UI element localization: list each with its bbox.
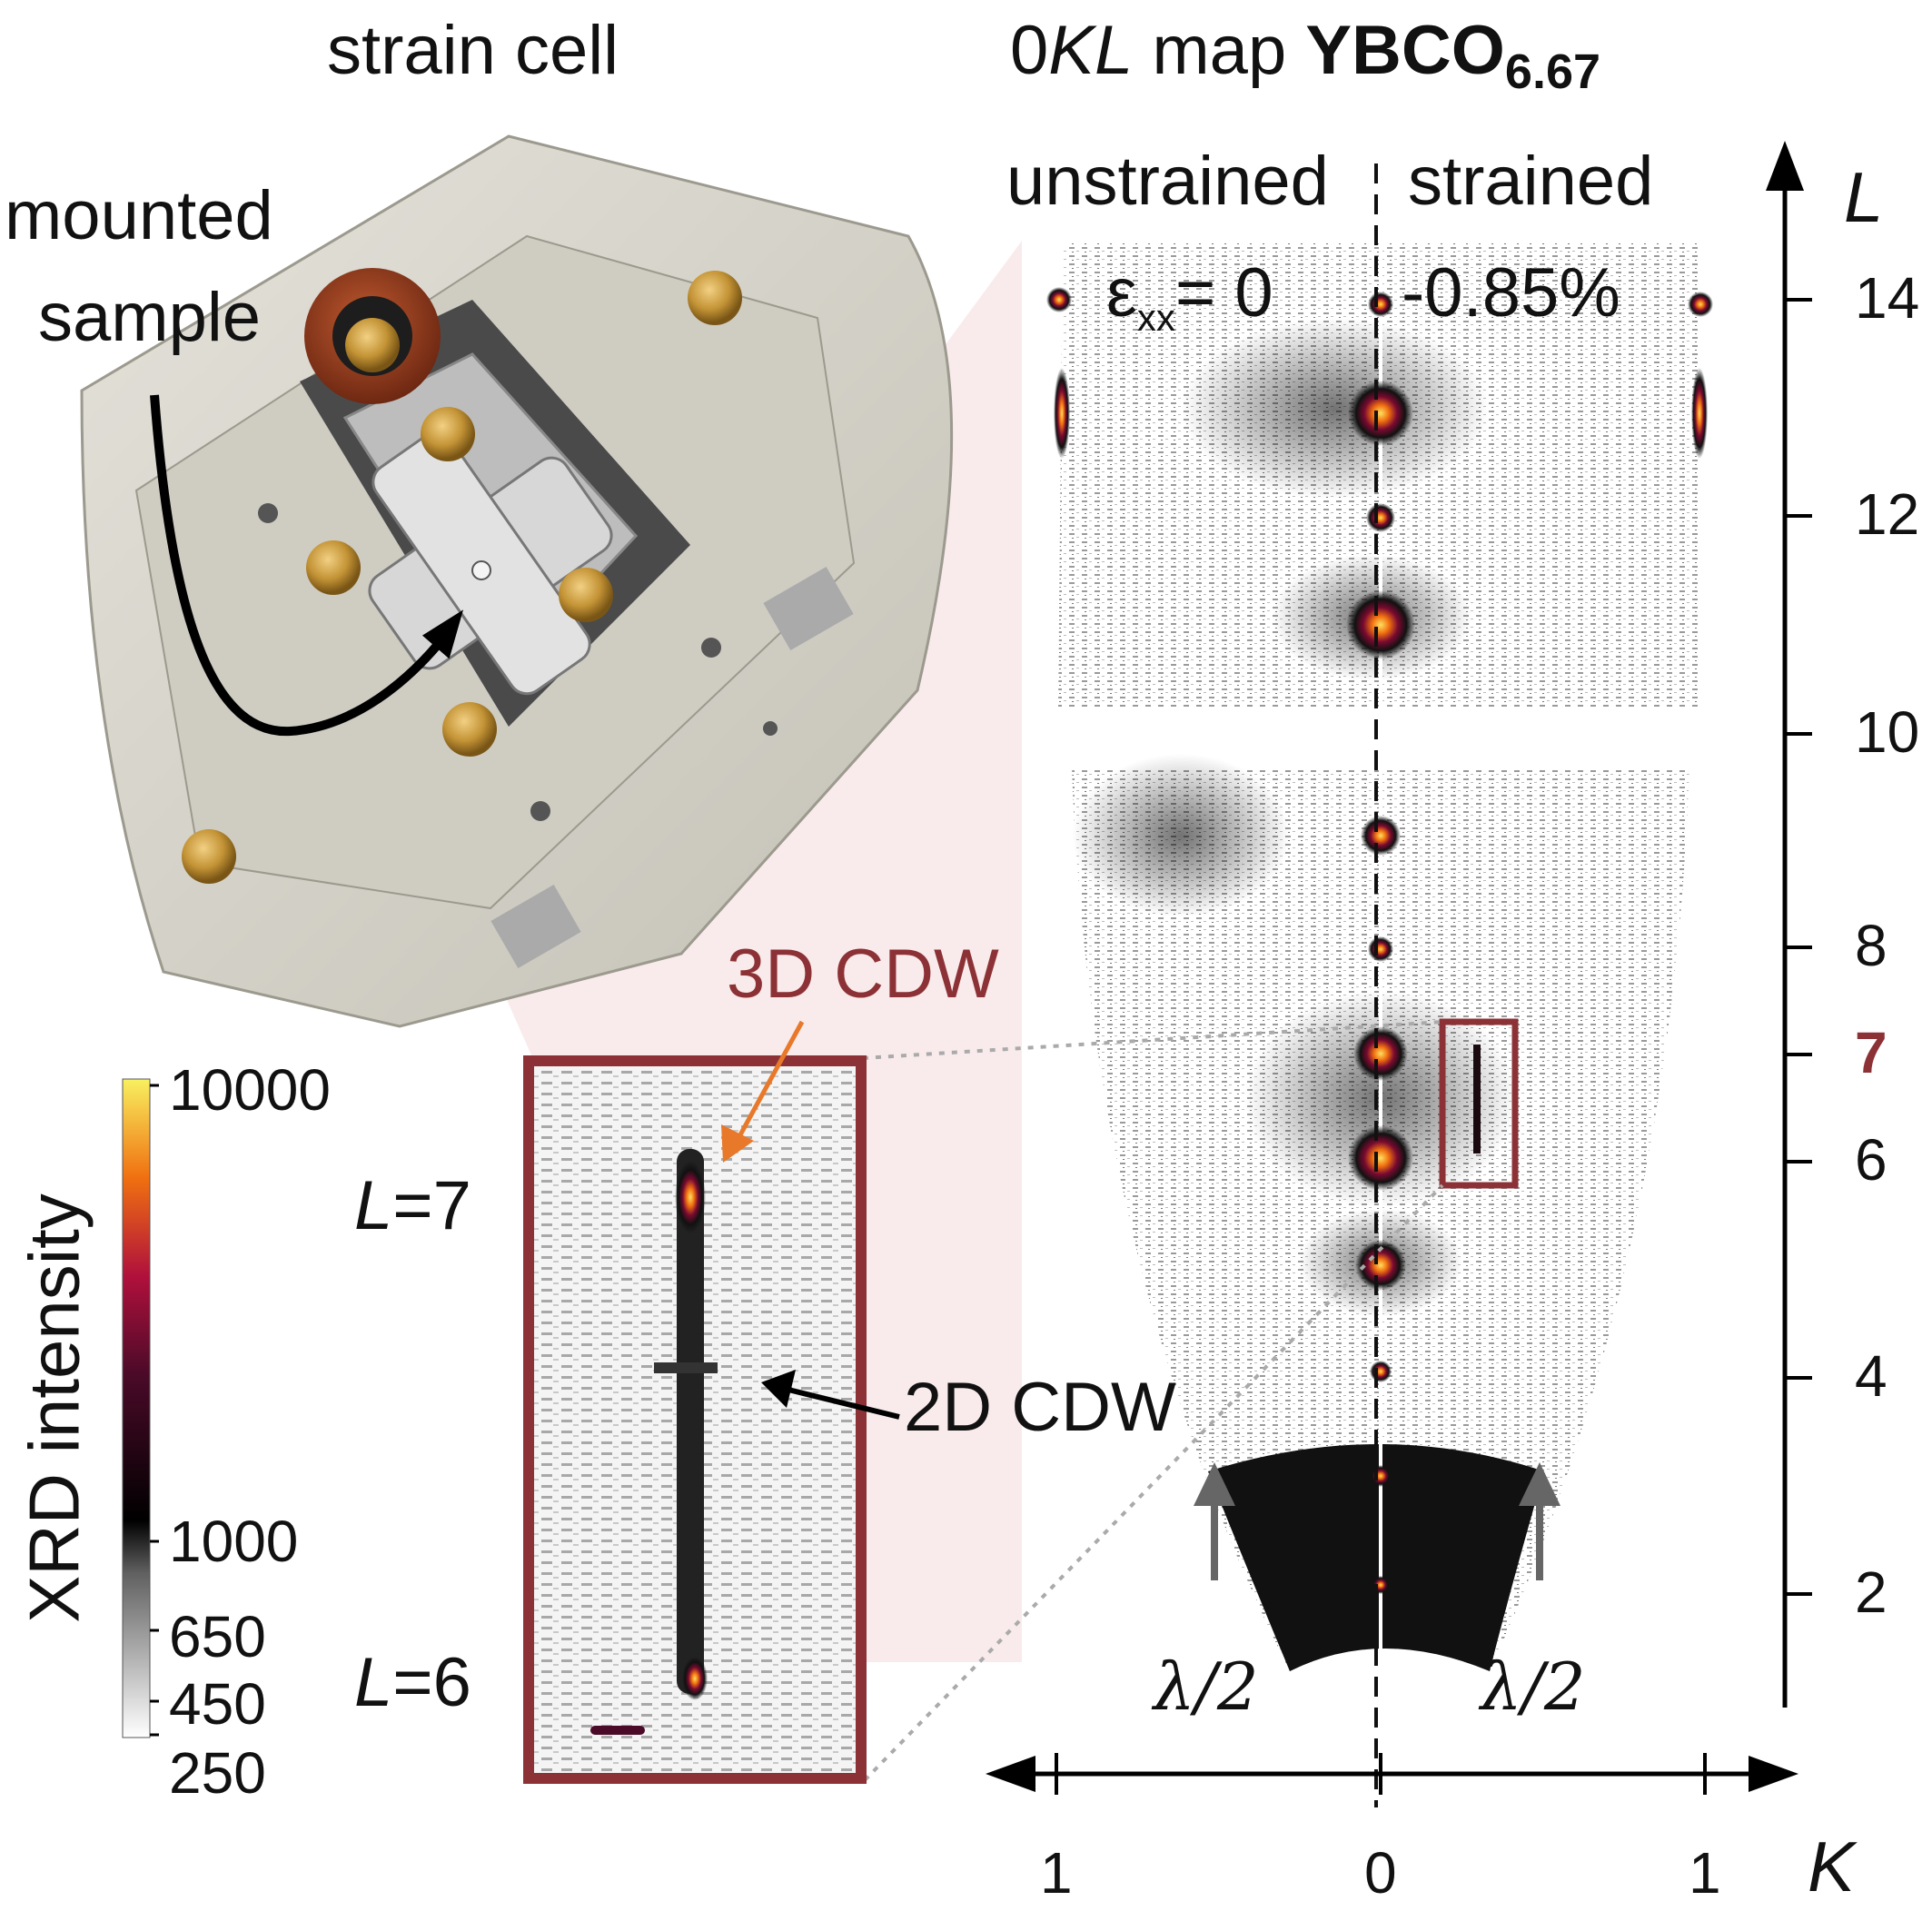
unstrained-label: unstrained xyxy=(1006,143,1329,220)
inset-l7-label: L=7 xyxy=(354,1172,471,1241)
lambda-arrow-right xyxy=(1519,1462,1560,1580)
map-title-map: map xyxy=(1152,12,1287,89)
mounted-label: mounted xyxy=(5,177,273,254)
map-title: 0KL map YBCO6.67 xyxy=(1010,16,1601,100)
cdw2d-label: 2D CDW xyxy=(904,1369,1176,1446)
map-title-kl: KL xyxy=(1048,12,1134,89)
l-axis-label: L xyxy=(1844,157,1884,237)
k-tick-right: 1 xyxy=(1689,1840,1721,1906)
brass-screws xyxy=(182,271,742,884)
colorbar-tick-250: 250 xyxy=(169,1740,266,1806)
strain-epsilon: εxx= 0 xyxy=(1106,259,1273,337)
inset-l7-italic: L xyxy=(354,1167,393,1244)
inset-l6-value: =6 xyxy=(392,1644,471,1721)
colorbar-tick-1000: 1000 xyxy=(169,1509,299,1574)
l-tick-8: 8 xyxy=(1855,913,1887,978)
strain-cell-title: strain cell xyxy=(327,12,619,89)
l-tick-12: 12 xyxy=(1855,481,1920,547)
cdw2d-arrow xyxy=(761,1370,900,1420)
lambda-arrow-left xyxy=(1194,1462,1235,1580)
epsilon-value: = 0 xyxy=(1174,254,1273,332)
k-axis-label: K xyxy=(1808,1827,1856,1906)
l-tick-2: 2 xyxy=(1855,1559,1887,1625)
lambda-right-label: λ/2 xyxy=(1481,1649,1586,1725)
compound-name: YBCO xyxy=(1305,12,1505,89)
epsilon-subscript: xx xyxy=(1136,296,1175,340)
inset-l6-label: L=6 xyxy=(354,1649,471,1718)
sample-label: sample xyxy=(38,279,261,356)
k-tick-zero: 0 xyxy=(1364,1840,1397,1906)
sample-pointer-arrow xyxy=(150,394,449,737)
colorbar-title: XRD intensity xyxy=(14,1193,94,1623)
cdw3d-arrow xyxy=(721,1020,805,1163)
l-tick-6: 6 xyxy=(1855,1127,1887,1193)
strain-cell-render xyxy=(80,134,954,1028)
mounted-sample-spot xyxy=(471,560,491,580)
map-title-prefix: 0 xyxy=(1010,12,1049,89)
colorbar-tick-10000: 10000 xyxy=(169,1057,331,1123)
l-tick-4: 4 xyxy=(1855,1343,1887,1409)
l-tick-14: 14 xyxy=(1855,265,1920,331)
l-tick-10: 10 xyxy=(1855,699,1920,765)
compound-subscript: 6.67 xyxy=(1504,45,1601,100)
inset-l6-italic: L xyxy=(354,1644,393,1721)
strained-label: strained xyxy=(1408,143,1654,220)
map-upper-panel xyxy=(1058,243,1699,708)
lambda-left-label: λ/2 xyxy=(1154,1649,1259,1725)
strain-value: -0.85% xyxy=(1402,254,1620,332)
cdw-zoom-inset xyxy=(523,1055,867,1784)
colorbar xyxy=(122,1078,159,1738)
epsilon-symbol: ε xyxy=(1106,254,1137,332)
l-tick-7: 7 xyxy=(1855,1020,1887,1085)
colorbar-tick-650: 650 xyxy=(169,1604,266,1669)
inset-l7-value: =7 xyxy=(392,1167,471,1244)
cdw3d-label: 3D CDW xyxy=(727,936,999,1013)
cdw-roi-box xyxy=(1439,1018,1519,1189)
colorbar-tick-450: 450 xyxy=(169,1671,266,1737)
k-tick-left: 1 xyxy=(1040,1840,1073,1906)
l-axis xyxy=(1766,141,1812,1708)
zoom-line-bottom xyxy=(863,1183,1444,1782)
zoom-line-top xyxy=(862,1020,1443,1060)
k-axis xyxy=(986,1753,1798,1795)
